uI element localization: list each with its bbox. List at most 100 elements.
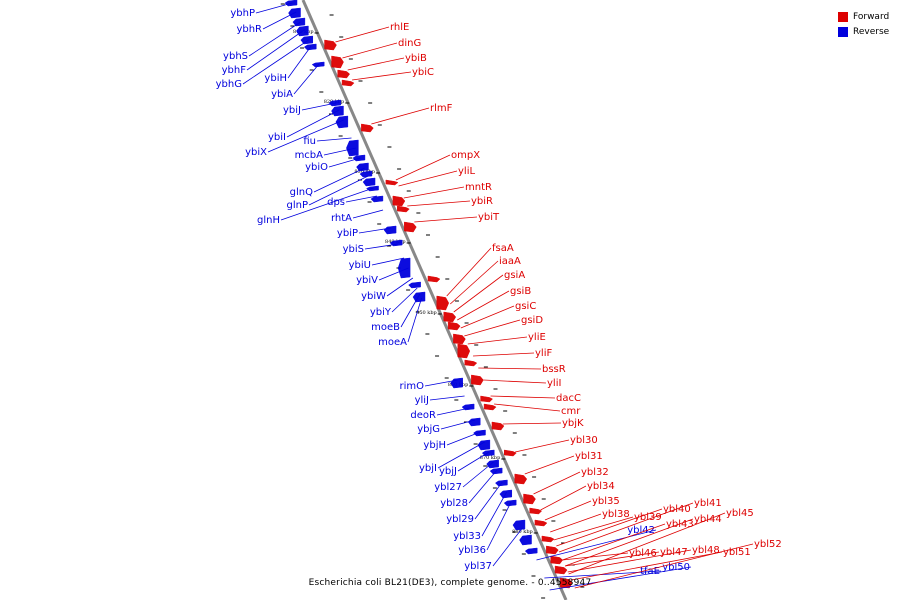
forward-gene-arrow[interactable]: [453, 333, 466, 345]
reverse-gene-label[interactable]: fiu: [303, 136, 316, 147]
reverse-gene-arrow[interactable]: [362, 177, 376, 187]
forward-gene-label[interactable]: ybl43: [666, 519, 694, 530]
reverse-gene-label[interactable]: dps: [327, 197, 345, 208]
forward-gene-arrow[interactable]: [546, 545, 559, 555]
forward-gene-label[interactable]: mntR: [465, 182, 492, 193]
forward-gene-arrow[interactable]: [480, 395, 494, 403]
reverse-gene-arrow[interactable]: [467, 417, 481, 427]
forward-gene-arrow[interactable]: [443, 311, 457, 323]
forward-gene-label[interactable]: dacC: [556, 393, 581, 404]
reverse-gene-label[interactable]: ybiX: [245, 147, 267, 158]
reverse-gene-label[interactable]: ybiJ: [283, 105, 301, 116]
reverse-gene-label[interactable]: glnH: [257, 215, 280, 226]
reverse-gene-arrow[interactable]: [292, 17, 306, 27]
forward-gene-label[interactable]: ybl38: [602, 509, 630, 520]
forward-gene-arrow[interactable]: [404, 221, 417, 233]
forward-gene-arrow[interactable]: [341, 79, 355, 87]
reverse-gene-label[interactable]: ybhG: [216, 79, 242, 90]
reverse-gene-label[interactable]: ybl27: [434, 482, 462, 493]
reverse-gene-label[interactable]: ybl36: [458, 545, 486, 556]
reverse-gene-label[interactable]: ybjJ: [439, 466, 457, 477]
reverse-gene-arrow[interactable]: [359, 170, 373, 178]
reverse-gene-arrow[interactable]: [397, 257, 411, 279]
reverse-gene-arrow[interactable]: [477, 439, 491, 451]
reverse-gene-arrow[interactable]: [408, 281, 421, 289]
reverse-gene-label[interactable]: ybiV: [356, 275, 378, 286]
reverse-gene-label[interactable]: ybl42: [627, 525, 655, 536]
forward-gene-label[interactable]: cmr: [561, 406, 581, 417]
forward-gene-label[interactable]: gsiB: [510, 286, 531, 297]
forward-gene-arrow[interactable]: [385, 179, 399, 186]
forward-gene-label[interactable]: gsiD: [521, 315, 543, 326]
forward-gene-arrow[interactable]: [550, 555, 564, 565]
forward-gene-label[interactable]: ybl52: [754, 539, 782, 550]
forward-gene-label[interactable]: gsiC: [515, 301, 536, 312]
forward-gene-label[interactable]: dinG: [398, 38, 421, 49]
reverse-gene-arrow[interactable]: [383, 225, 397, 235]
reverse-gene-label[interactable]: ybhF: [222, 65, 247, 76]
forward-gene-label[interactable]: ybl41: [694, 498, 722, 509]
reverse-gene-label[interactable]: ybjG: [417, 424, 440, 435]
forward-gene-label[interactable]: ybl47: [660, 547, 688, 558]
legend-forward[interactable]: Forward: [838, 9, 889, 24]
forward-gene-arrow[interactable]: [436, 295, 450, 311]
forward-gene-label[interactable]: gsiA: [504, 270, 525, 281]
forward-gene-label[interactable]: bssR: [542, 364, 566, 375]
forward-gene-label[interactable]: iaaA: [499, 256, 521, 267]
legend-reverse[interactable]: Reverse: [838, 24, 889, 39]
forward-gene-arrow[interactable]: [337, 69, 351, 79]
forward-gene-arrow[interactable]: [324, 39, 337, 51]
reverse-gene-label[interactable]: ybiO: [305, 162, 328, 173]
reverse-gene-label[interactable]: ybiU: [349, 260, 371, 271]
reverse-gene-arrow[interactable]: [412, 291, 426, 303]
forward-gene-label[interactable]: ybl39: [634, 512, 662, 523]
forward-gene-arrow[interactable]: [554, 565, 568, 575]
forward-gene-label[interactable]: ybiB: [405, 53, 427, 64]
forward-gene-label[interactable]: ompX: [451, 150, 480, 161]
reverse-gene-label[interactable]: moeB: [371, 322, 400, 333]
reverse-gene-arrow[interactable]: [524, 547, 538, 555]
forward-gene-arrow[interactable]: [529, 507, 543, 515]
forward-gene-label[interactable]: yliL: [458, 166, 475, 177]
forward-gene-arrow[interactable]: [457, 343, 471, 359]
reverse-gene-label[interactable]: ybhP: [230, 8, 255, 19]
reverse-gene-label[interactable]: ybiY: [370, 307, 392, 318]
reverse-gene-arrow[interactable]: [519, 534, 532, 546]
forward-gene-arrow[interactable]: [361, 123, 374, 133]
reverse-gene-arrow[interactable]: [370, 195, 384, 203]
reverse-gene-label[interactable]: rhtA: [331, 213, 352, 224]
reverse-gene-arrow[interactable]: [486, 459, 499, 469]
reverse-gene-label[interactable]: mcbA: [295, 150, 324, 161]
forward-gene-label[interactable]: ybl48: [692, 545, 720, 556]
reverse-gene-label[interactable]: ybl28: [440, 498, 468, 509]
reverse-gene-label[interactable]: tfaE: [640, 566, 660, 577]
forward-gene-label[interactable]: ybl40: [663, 504, 691, 515]
forward-gene-label[interactable]: ybiT: [478, 212, 500, 223]
forward-gene-label[interactable]: ybl32: [581, 467, 609, 478]
forward-gene-arrow[interactable]: [514, 473, 528, 485]
reverse-gene-label[interactable]: ybl37: [464, 561, 492, 572]
forward-gene-label[interactable]: ybl31: [575, 451, 603, 462]
reverse-gene-label[interactable]: ybiP: [337, 228, 358, 239]
reverse-gene-label[interactable]: ybl50: [662, 562, 690, 573]
reverse-gene-arrow[interactable]: [512, 519, 526, 531]
reverse-gene-label[interactable]: yliJ: [415, 395, 429, 406]
forward-gene-arrow[interactable]: [523, 493, 536, 505]
forward-gene-label[interactable]: fsaA: [492, 243, 514, 254]
reverse-gene-label[interactable]: ybiS: [343, 244, 364, 255]
forward-gene-label[interactable]: yliE: [528, 332, 546, 343]
forward-gene-arrow[interactable]: [427, 275, 441, 283]
reverse-gene-label[interactable]: ybhR: [236, 24, 262, 35]
reverse-gene-label[interactable]: deoR: [410, 410, 436, 421]
reverse-gene-arrow[interactable]: [346, 139, 359, 157]
forward-gene-label[interactable]: ybl51: [723, 547, 751, 558]
forward-gene-arrow[interactable]: [331, 55, 344, 69]
reverse-gene-label[interactable]: glnQ: [290, 187, 313, 198]
reverse-gene-label[interactable]: ybhS: [223, 51, 248, 62]
reverse-gene-label[interactable]: ybiI: [268, 132, 286, 143]
forward-gene-label[interactable]: rhlE: [390, 22, 409, 33]
forward-gene-arrow[interactable]: [504, 449, 517, 457]
reverse-gene-label[interactable]: ybiH: [264, 73, 287, 84]
forward-gene-arrow[interactable]: [464, 359, 478, 367]
forward-gene-arrow[interactable]: [534, 519, 548, 527]
